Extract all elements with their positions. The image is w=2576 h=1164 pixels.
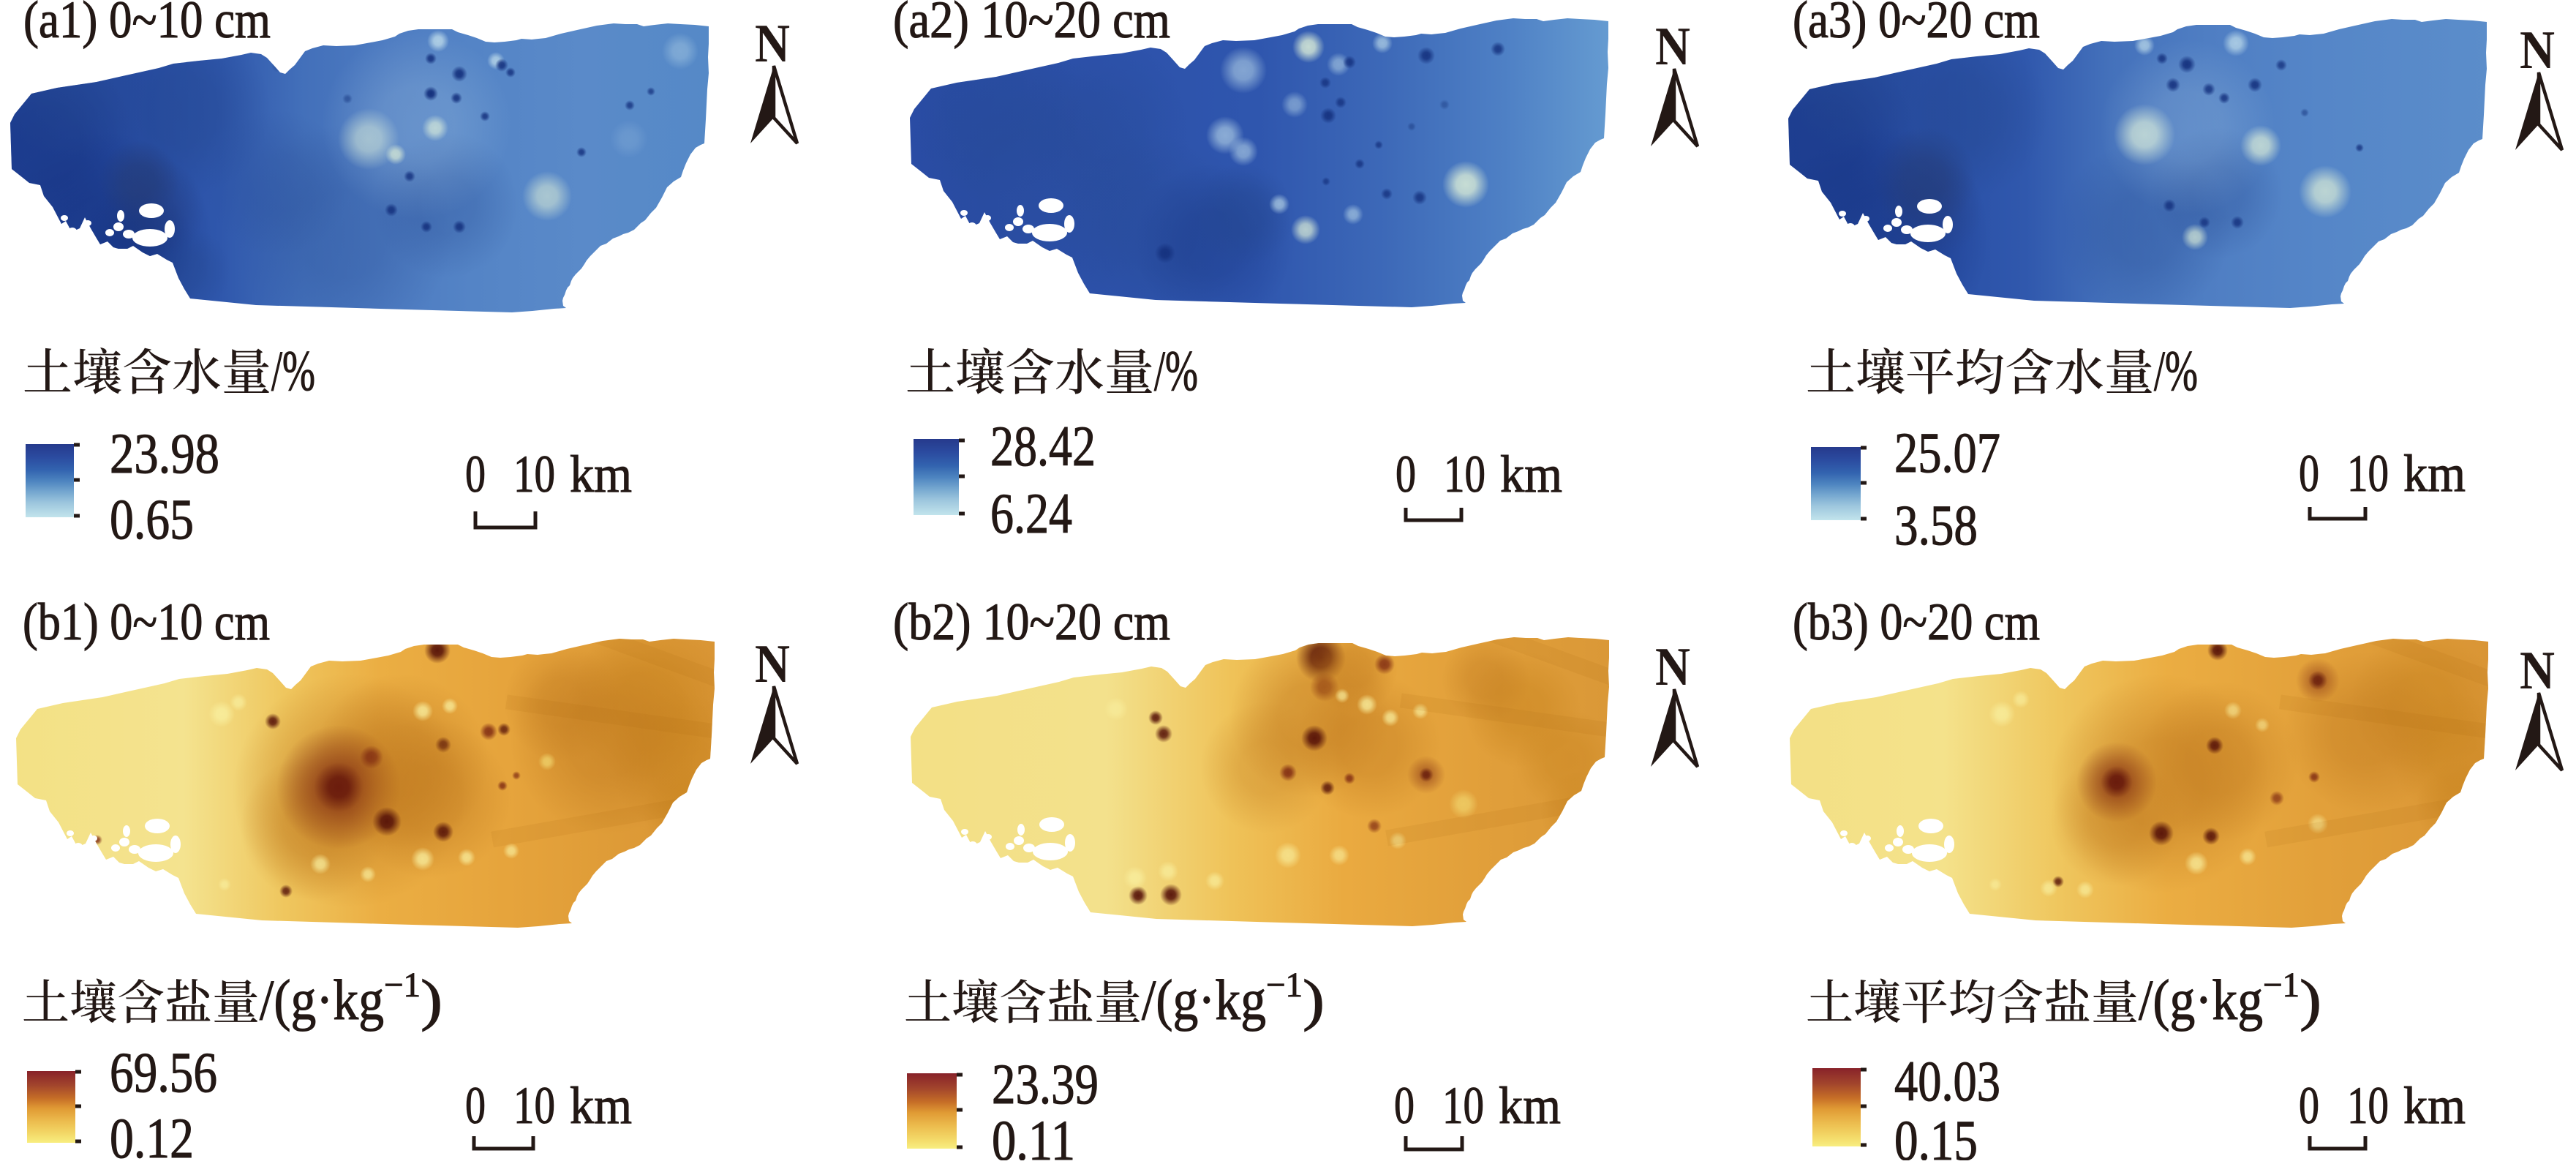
svg-text:28.42: 28.42 xyxy=(990,414,1096,478)
svg-text:10: 10 xyxy=(513,445,555,503)
svg-text:0: 0 xyxy=(2299,444,2319,503)
svg-text:69.56: 69.56 xyxy=(110,1040,217,1104)
svg-text:23.39: 23.39 xyxy=(992,1052,1099,1116)
svg-text:23.98: 23.98 xyxy=(110,421,219,485)
svg-text:0.12: 0.12 xyxy=(110,1106,194,1160)
svg-text:km: km xyxy=(2403,1076,2466,1135)
svg-text:0: 0 xyxy=(465,445,486,503)
svg-text:0: 0 xyxy=(2299,1076,2319,1135)
svg-text:10: 10 xyxy=(2347,444,2389,503)
svg-text:10: 10 xyxy=(2347,1076,2389,1135)
svg-text:6.24: 6.24 xyxy=(990,481,1072,545)
svg-text:0.11: 0.11 xyxy=(992,1108,1075,1160)
svg-text:(a3) 0~20 cm: (a3) 0~20 cm xyxy=(1793,0,2040,49)
svg-text:−1: −1 xyxy=(1266,966,1303,1005)
svg-text:km: km xyxy=(2403,444,2466,503)
svg-text:/%: /% xyxy=(2154,339,2198,402)
svg-text:/(g·kg: /(g·kg xyxy=(2139,968,2263,1032)
svg-text:/%: /% xyxy=(271,339,315,402)
svg-text:km: km xyxy=(1499,1076,1561,1135)
svg-text:0: 0 xyxy=(1396,445,1416,503)
svg-text:km: km xyxy=(570,1076,632,1135)
svg-text:km: km xyxy=(570,445,632,503)
svg-text:(a2) 10~20 cm: (a2) 10~20 cm xyxy=(893,0,1170,49)
svg-text:−1: −1 xyxy=(384,966,421,1005)
svg-text:(b3) 0~20 cm: (b3) 0~20 cm xyxy=(1793,593,2040,651)
svg-text:): ) xyxy=(1303,968,1325,1032)
svg-text:(b1) 0~10 cm: (b1) 0~10 cm xyxy=(23,593,270,651)
svg-text:/(g·kg: /(g·kg xyxy=(260,968,384,1032)
svg-text:10: 10 xyxy=(513,1076,555,1135)
svg-text:3.58: 3.58 xyxy=(1894,493,1978,557)
svg-text:/(g·kg: /(g·kg xyxy=(1142,968,1266,1032)
svg-text:−1: −1 xyxy=(2263,966,2300,1005)
svg-text:40.03: 40.03 xyxy=(1894,1049,2000,1113)
svg-text:0.65: 0.65 xyxy=(110,487,194,551)
svg-text:(a1) 0~10 cm: (a1) 0~10 cm xyxy=(23,0,271,49)
svg-text:): ) xyxy=(421,968,442,1032)
svg-text:25.07: 25.07 xyxy=(1894,421,2000,484)
svg-text:10: 10 xyxy=(1442,1076,1484,1135)
svg-text:km: km xyxy=(1500,445,1562,503)
svg-text:/%: /% xyxy=(1154,339,1198,402)
svg-text:0.15: 0.15 xyxy=(1894,1108,1978,1160)
svg-text:(b2) 10~20 cm: (b2) 10~20 cm xyxy=(893,593,1170,651)
svg-text:10: 10 xyxy=(1444,445,1485,503)
svg-text:0: 0 xyxy=(1394,1076,1415,1135)
svg-text:): ) xyxy=(2300,968,2321,1032)
svg-text:0: 0 xyxy=(465,1076,486,1135)
